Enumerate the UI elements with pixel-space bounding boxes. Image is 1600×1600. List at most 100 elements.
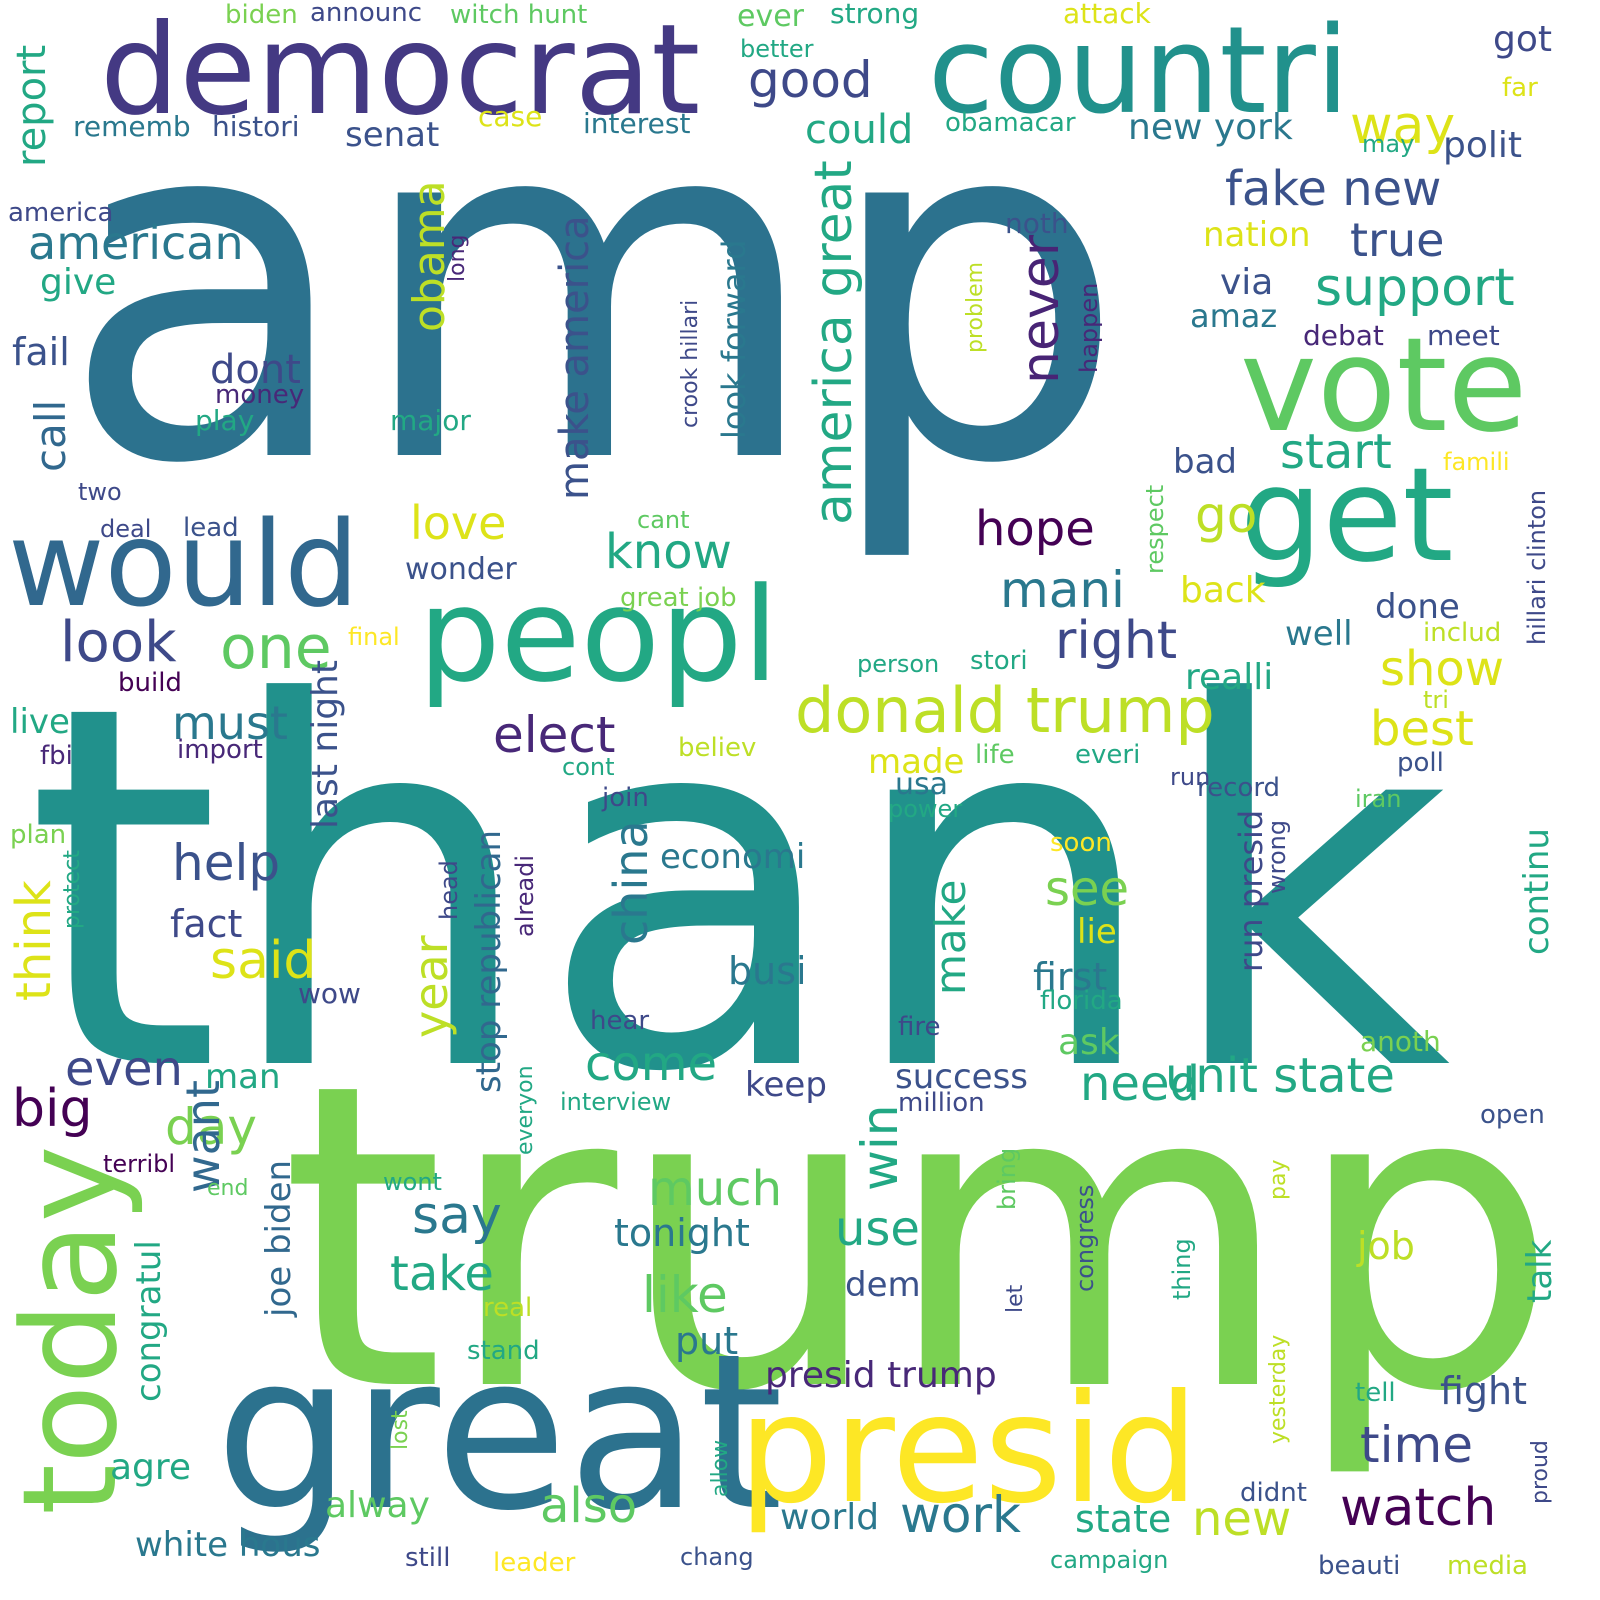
word-yesterday: yesterday [1266,1334,1291,1444]
word-mani: mani [1000,561,1125,619]
word-last-night: last night [305,660,346,829]
word-case: case [478,100,543,133]
word-build: build [118,668,182,698]
word-day: day [165,1098,257,1156]
word-america: america [8,198,114,228]
word-witch-hunt: witch hunt [450,0,588,30]
word-could: could [805,107,914,153]
word-campaign: campaign [1050,1546,1169,1574]
word-busi: busi [728,949,807,993]
word-run: run [1170,763,1211,791]
word-open: open [1480,1100,1545,1130]
word-wrong: wrong [1263,819,1291,894]
word-iran: iran [1355,785,1402,813]
word-countri: countri [928,2,1350,141]
word-make-america: make america [552,215,598,500]
word-china: china [604,820,658,945]
word-realli: realli [1185,657,1274,698]
word-presid-trump: presid trump [765,1355,997,1396]
word-thing: thing [1168,1238,1196,1300]
word-soon: soon [1050,828,1112,858]
word-interest: interest [583,107,691,140]
word-time: time [1360,1416,1473,1474]
word-join: join [602,783,649,813]
word-come: come [585,1036,718,1092]
word-great: great [215,1307,784,1558]
word-tonight: tonight [614,1211,750,1255]
word-hope: hope [975,501,1095,557]
word-cant: cant [637,506,690,534]
word-even: even [65,1041,183,1097]
word-cont: cont [562,753,615,781]
word-senat: senat [345,115,440,155]
word-economi: economi [660,837,806,877]
word-rememb: rememb [73,110,191,143]
word-money: money [215,380,305,410]
word-million: million [898,1088,985,1118]
word-amp: amp [60,10,1127,569]
word-debat: debat [1303,319,1384,352]
word-use: use [835,1201,920,1257]
word-attack: attack [1063,0,1151,30]
word-first: first [1033,955,1108,999]
word-take: take [390,1246,494,1302]
word-joe-biden: joe biden [259,1159,299,1317]
word-lost: lost [388,1410,413,1450]
word-hillari-clinton: hillari clinton [1523,489,1551,645]
word-state: state [1075,1497,1172,1541]
word-ever: ever [737,0,805,34]
word-think: think [6,880,62,1001]
word-protect: protect [60,850,85,929]
word-live: live [10,702,70,742]
word-presid: presid [738,1363,1199,1537]
word-well: well [1285,614,1353,654]
word-watch: watch [1340,1478,1497,1538]
word-famili: famili [1443,448,1510,476]
word-problem: problem [963,261,988,353]
word-made: made [868,742,965,782]
word-long: long [445,234,470,282]
word-fire: fire [898,1012,941,1042]
word-show: show [1380,641,1505,697]
word-play: play [195,404,255,437]
word-put: put [675,1319,739,1363]
word-terribl: terribl [103,1150,176,1178]
word-like: like [642,1266,728,1324]
word-look: look [60,610,177,675]
word-go: go [1195,486,1258,544]
word-lie: lie [1077,912,1117,952]
word-much: much [648,1161,782,1217]
word-love: love [410,496,507,550]
word-say: say [412,1186,502,1246]
word-best: best [1370,701,1474,757]
word-hear: hear [590,1006,650,1036]
word-said: said [210,931,317,991]
word-didnt: didnt [1240,1478,1307,1508]
word-announc: announc [310,0,423,28]
word-elect: elect [493,706,616,764]
word-thank: thank [25,599,1451,1181]
word-make: make [926,879,975,995]
word-get: get [1240,439,1454,591]
word-alreadi: alreadi [511,854,539,937]
word-may: may [1362,130,1415,158]
word-media: media [1447,1551,1528,1581]
word-white-hous: white hous [135,1525,321,1565]
word-believ: believ [678,733,757,763]
word-continu: continu [1517,828,1557,955]
word-stori: stori [970,646,1028,676]
word-crook-hillari: crook hillari [678,299,703,428]
word-alway: alway [325,1485,430,1526]
word-new: new [1192,1491,1292,1547]
word-fbi: fbi [40,741,73,771]
word-strong: strong [830,0,920,30]
word-pay: pay [1266,1159,1291,1200]
word-wonder: wonder [405,552,517,587]
word-plan: plan [10,820,67,850]
word-also: also [540,1478,638,1534]
word-import: import [177,735,263,765]
word-success: success [895,1057,1028,1097]
word-trump: trump [280,995,1560,1484]
word-ask: ask [1058,1022,1120,1063]
word-via: via [1220,262,1274,303]
